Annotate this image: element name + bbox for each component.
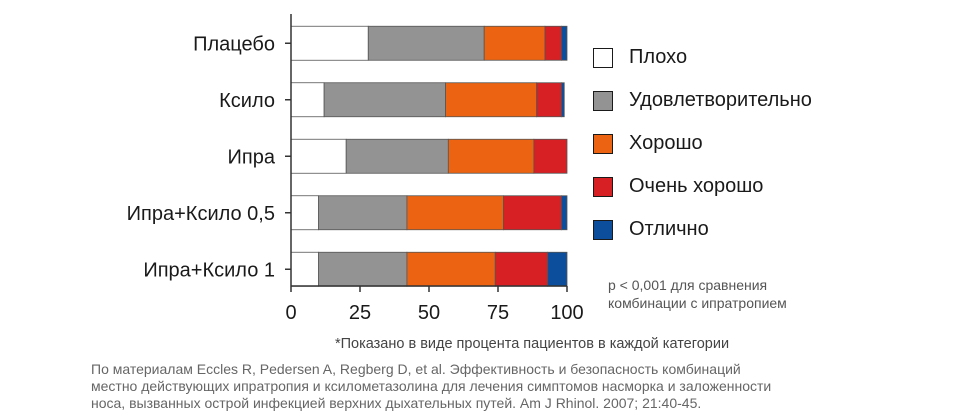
category-label: Ипра+Ксило 0,5 [127,203,275,225]
legend-swatch [593,134,613,154]
legend-item: Удовлетворительно [593,87,933,130]
legend-swatch [593,48,613,68]
bar-segment [561,25,568,61]
bar-segment [494,251,549,287]
source-citation: По материалам Eccles R, Pedersen A, Regb… [91,361,772,411]
bar-segment [345,138,449,174]
x-tick-label: 0 [285,302,296,324]
legend: Плохо Удовлетворительно Хорошо Очень хор… [593,44,933,259]
category-label: Ксило [219,90,275,112]
bar-segment [483,25,546,61]
bar-segment [406,251,496,287]
footnote: *Показано в виде процента пациентов в ка… [334,336,730,352]
stacked-bar-chart: Плацебо Ксило Ипра Ипра+Ксило 0,5 Ипра+Ксило… [127,14,584,324]
legend-label: Очень хорошо [629,175,764,197]
bar-segment [561,195,568,231]
bar-segment [290,82,325,118]
bar-segment [544,25,562,61]
x-tick-label: 25 [349,302,371,324]
legend-item: Плохо [593,44,933,87]
bar-segment [406,195,504,231]
bar-segment [290,195,320,231]
legend-label: Удовлетворительно [629,89,812,111]
bar-segment [290,138,347,174]
bar-segment [318,251,408,287]
bar-segment [503,195,562,231]
x-tick-label: 75 [487,302,509,324]
legend-label: Отлично [629,218,709,240]
significance-note: p < 0,001 для сравнения комбинации с ипр… [608,277,787,311]
category-label: Ипра+Ксило 1 [143,259,275,281]
legend-item: Хорошо [593,130,933,173]
bar-segment [323,82,446,118]
bar-segment [290,25,369,61]
bar-segment [447,138,535,174]
legend-label: Плохо [629,46,688,68]
legend-swatch [593,220,613,240]
category-label: Ипра [228,146,276,168]
bar-segment [561,82,565,118]
category-label: Плацебо [193,33,275,55]
bar-segment [547,251,568,287]
bar-segment [445,82,538,118]
x-tick-label: 50 [418,302,440,324]
legend-item: Очень хорошо [593,173,933,216]
legend-label: Хорошо [629,132,703,154]
legend-swatch [593,177,613,197]
bar-segment [536,82,562,118]
legend-item: Отлично [593,216,933,259]
bar-segment [318,195,408,231]
bar-segment [290,251,320,287]
bar-segment [367,25,485,61]
bar-segment [533,138,568,174]
legend-swatch [593,91,613,111]
x-tick-label: 100 [550,302,583,324]
